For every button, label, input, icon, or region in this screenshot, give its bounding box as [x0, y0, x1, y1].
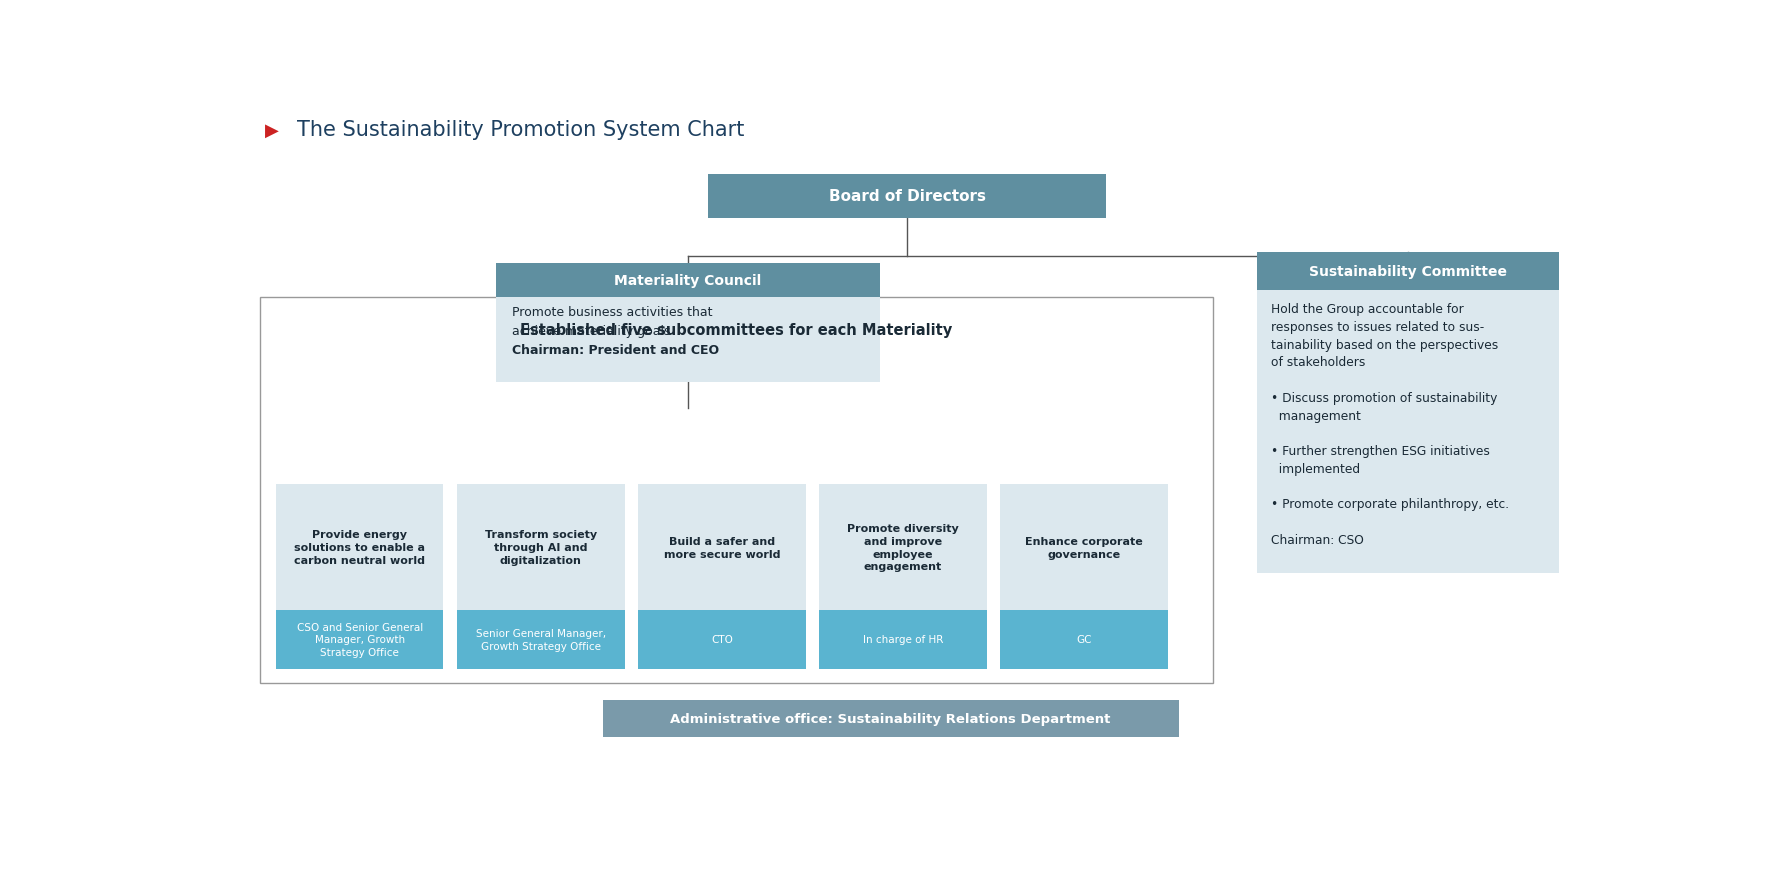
Text: CTO: CTO	[712, 634, 733, 645]
Bar	[260, 298, 1212, 683]
Text: Administrative office: Sustainability Relations Department: Administrative office: Sustainability Re…	[671, 712, 1112, 725]
Text: Established five subcommittees for each Materiality: Established five subcommittees for each …	[520, 323, 952, 338]
Text: • Discuss promotion of sustainability: • Discuss promotion of sustainability	[1271, 392, 1497, 405]
Text: Promote business activities that: Promote business activities that	[512, 306, 713, 318]
Text: GC: GC	[1076, 634, 1092, 645]
Text: In charge of HR: In charge of HR	[862, 634, 943, 645]
Bar	[276, 485, 444, 610]
Bar	[820, 610, 986, 669]
Text: • Promote corporate philanthropy, etc.: • Promote corporate philanthropy, etc.	[1271, 498, 1508, 511]
Text: Transform society
through AI and
digitalization: Transform society through AI and digital…	[485, 530, 596, 565]
Bar	[639, 485, 805, 610]
Text: CSO and Senior General
Manager, Growth
Strategy Office: CSO and Senior General Manager, Growth S…	[297, 622, 423, 657]
Bar	[496, 263, 880, 298]
Text: responses to issues related to sus-: responses to issues related to sus-	[1271, 321, 1483, 333]
Text: Provide energy
solutions to enable a
carbon neutral world: Provide energy solutions to enable a car…	[294, 530, 425, 565]
Bar	[457, 485, 625, 610]
Bar	[276, 610, 444, 669]
Bar	[639, 610, 805, 669]
Text: Chairman: President and CEO: Chairman: President and CEO	[512, 344, 719, 357]
Bar	[457, 610, 625, 669]
Text: achieve materiality goals: achieve materiality goals	[512, 324, 671, 338]
Text: Hold the Group accountable for: Hold the Group accountable for	[1271, 303, 1464, 315]
Text: Sustainability Committee: Sustainability Committee	[1308, 265, 1506, 279]
Text: Build a safer and
more secure world: Build a safer and more secure world	[664, 536, 781, 559]
Text: management: management	[1271, 409, 1361, 423]
Text: Promote diversity
and improve
employee
engagement: Promote diversity and improve employee e…	[848, 524, 959, 571]
Text: Materiality Council: Materiality Council	[614, 273, 761, 287]
Bar	[820, 485, 986, 610]
Bar	[1257, 291, 1559, 573]
Bar	[708, 175, 1106, 219]
Text: The Sustainability Promotion System Chart: The Sustainability Promotion System Char…	[297, 120, 743, 140]
Text: • Further strengthen ESG initiatives: • Further strengthen ESG initiatives	[1271, 445, 1490, 458]
Text: Board of Directors: Board of Directors	[828, 190, 986, 204]
Bar	[1257, 253, 1559, 291]
Bar	[496, 298, 880, 383]
Bar	[1000, 610, 1168, 669]
Bar	[602, 700, 1179, 737]
Text: tainability based on the perspectives: tainability based on the perspectives	[1271, 338, 1497, 351]
Text: implemented: implemented	[1271, 462, 1359, 476]
Text: Enhance corporate
governance: Enhance corporate governance	[1025, 536, 1143, 559]
Text: Senior General Manager,
Growth Strategy Office: Senior General Manager, Growth Strategy …	[476, 628, 605, 651]
Text: of stakeholders: of stakeholders	[1271, 356, 1365, 369]
Text: ▶: ▶	[266, 121, 280, 139]
Bar	[1000, 485, 1168, 610]
Text: Chairman: CSO: Chairman: CSO	[1271, 533, 1363, 547]
